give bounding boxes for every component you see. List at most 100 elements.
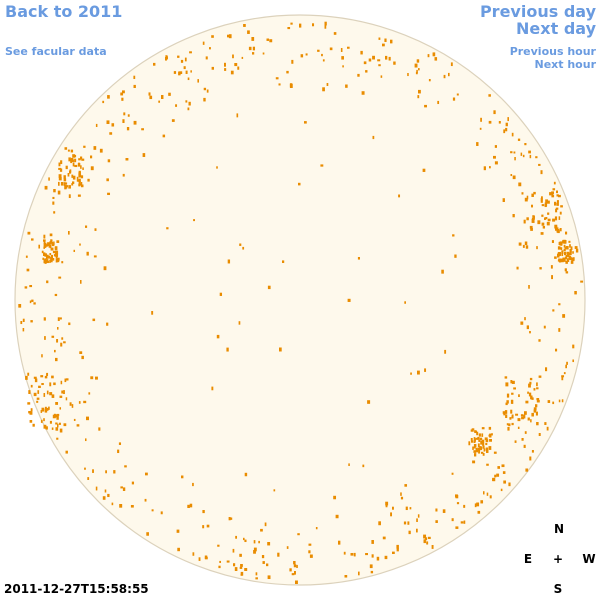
facula-speck: [472, 446, 474, 450]
next-hour-link[interactable]: Next hour: [534, 58, 597, 71]
facula-speck: [54, 349, 56, 353]
facula-speck: [55, 357, 58, 362]
facula-speck: [44, 253, 47, 257]
facula-speck: [574, 246, 578, 249]
facula-speck: [76, 424, 80, 427]
facula-speck: [505, 414, 508, 418]
facula-speck: [565, 254, 568, 259]
facula-speck: [372, 55, 375, 60]
facula-speck: [575, 248, 579, 253]
facula-speck: [54, 250, 58, 254]
facula-speck: [131, 481, 135, 485]
facular-link[interactable]: See facular data: [5, 45, 107, 58]
facula-speck: [481, 427, 485, 430]
facula-speck: [299, 23, 302, 28]
facula-speck: [533, 409, 537, 413]
facula-speck: [468, 441, 471, 446]
facula-speck: [43, 259, 46, 264]
facula-speck: [511, 415, 514, 419]
facula-speck: [209, 47, 211, 50]
facula-speck: [184, 57, 187, 62]
facula-speck: [227, 259, 231, 264]
facula-speck: [343, 551, 346, 555]
facula-speck: [561, 375, 565, 378]
facula-speck: [371, 554, 374, 558]
facula-speck: [390, 39, 393, 44]
facula-speck: [56, 250, 59, 255]
facula-speck: [49, 244, 52, 249]
facula-speck: [474, 453, 477, 457]
facula-speck: [78, 401, 81, 404]
facula-speck: [296, 564, 298, 568]
facula-speck: [348, 463, 350, 466]
facula-speck: [486, 492, 489, 496]
facula-speck: [103, 266, 107, 271]
facula-speck: [538, 339, 541, 342]
facula-speck: [22, 318, 25, 322]
facula-speck: [482, 453, 485, 456]
facula-speck: [34, 378, 38, 383]
facula-speck: [565, 260, 568, 264]
facula-speck: [130, 505, 134, 508]
facula-speck: [291, 573, 295, 576]
back-link[interactable]: Back to 2011: [5, 2, 123, 21]
facula-speck: [187, 77, 190, 81]
facula-speck: [58, 422, 61, 425]
facula-speck: [149, 95, 153, 100]
facula-speck: [518, 394, 520, 398]
facula-speck: [43, 239, 46, 242]
facula-speck: [43, 393, 46, 397]
facula-speck: [235, 535, 238, 539]
facula-speck: [55, 258, 58, 263]
facula-speck: [565, 246, 569, 250]
facula-speck: [489, 495, 492, 499]
facula-speck: [471, 428, 475, 431]
facula-speck: [117, 449, 120, 454]
facula-speck: [107, 159, 111, 163]
facula-speck: [43, 242, 47, 247]
facula-speck: [546, 426, 549, 431]
facula-speck: [51, 427, 54, 430]
facula-speck: [558, 252, 561, 256]
facula-speck: [526, 217, 529, 221]
facula-speck: [361, 91, 365, 95]
facula-speck: [557, 246, 561, 250]
facula-speck: [540, 199, 543, 203]
facula-speck: [72, 181, 75, 184]
facula-speck: [206, 89, 209, 93]
facula-speck: [53, 382, 56, 386]
facula-speck: [31, 238, 34, 241]
facula-speck: [569, 244, 571, 248]
facula-speck: [106, 120, 110, 125]
prev-day-link[interactable]: Previous day: [479, 2, 596, 21]
facula-speck: [230, 70, 234, 75]
facula-speck: [237, 66, 240, 70]
facula-speck: [531, 193, 534, 197]
facula-speck: [46, 373, 48, 377]
facula-speck: [451, 472, 454, 475]
facula-speck: [86, 416, 89, 421]
facula-speck: [370, 570, 374, 574]
facula-speck: [73, 155, 77, 158]
facula-speck: [20, 321, 23, 325]
facula-speck: [294, 571, 296, 575]
facula-speck: [243, 537, 245, 541]
facula-speck: [384, 38, 387, 42]
facula-speck: [369, 564, 373, 569]
facula-speck: [536, 422, 539, 426]
facula-speck: [503, 129, 506, 134]
facula-speck: [502, 411, 506, 414]
facula-speck: [261, 555, 265, 559]
facula-speck: [478, 439, 481, 442]
facula-speck: [504, 376, 508, 379]
facula-speck: [568, 252, 572, 256]
next-day-link[interactable]: Next day: [516, 19, 596, 38]
facula-speck: [267, 285, 271, 290]
facula-speck: [59, 395, 63, 398]
prev-hour-link[interactable]: Previous hour: [509, 45, 596, 58]
facula-speck: [291, 59, 294, 64]
facula-speck: [188, 101, 191, 106]
compass-south: S: [553, 582, 563, 596]
facula-speck: [427, 54, 430, 58]
facula-speck: [68, 185, 71, 189]
